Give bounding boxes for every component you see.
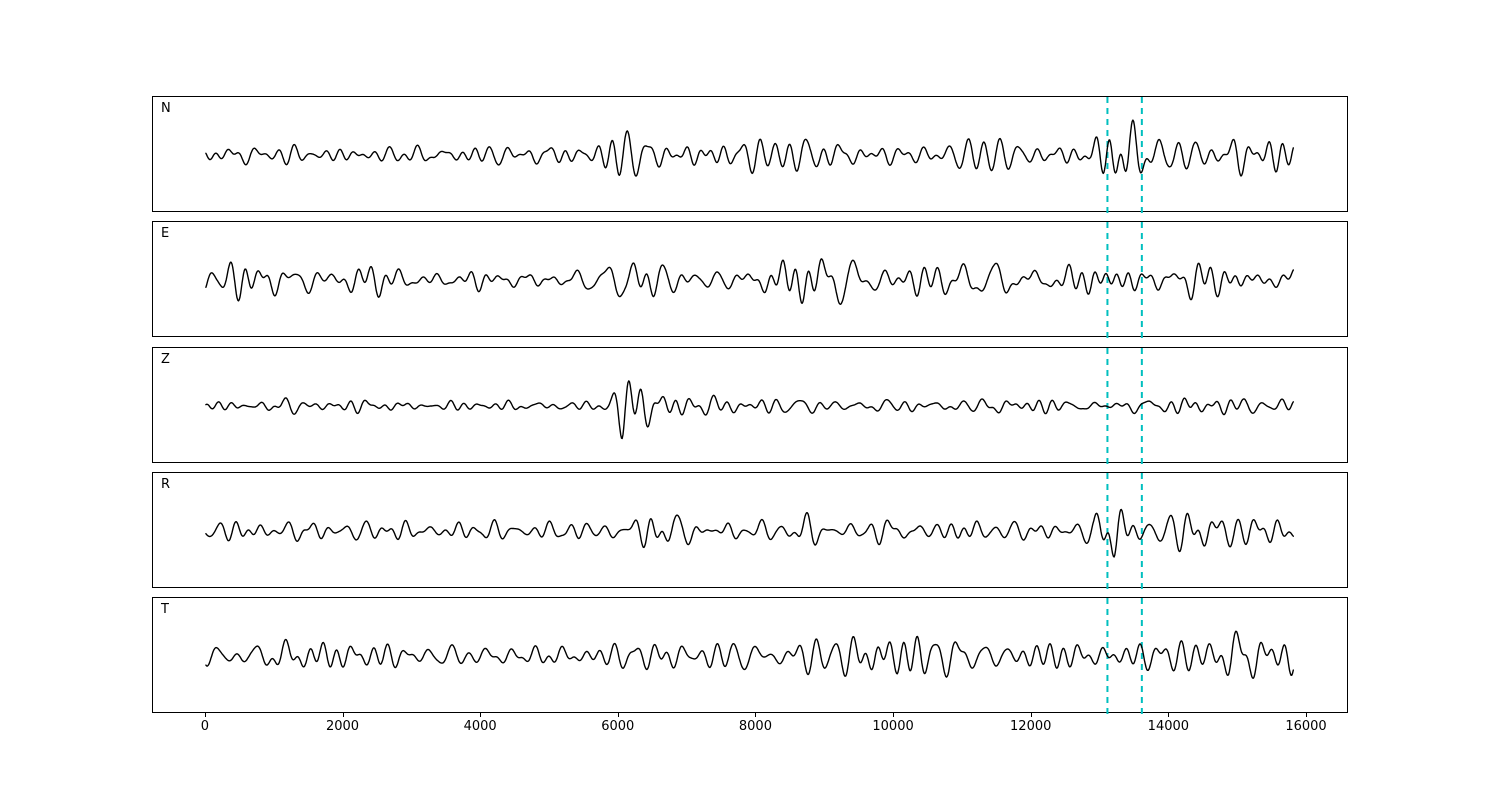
waveform-plot-T [205,598,1295,714]
x-tick-label: 6000 [601,719,635,734]
panel-label-R: R [161,477,171,492]
panel-label-E: E [161,226,170,241]
x-tick-mark [617,713,619,717]
panel-N: N [152,96,1348,213]
x-tick-mark [480,713,482,717]
x-tick-mark [342,713,344,717]
panel-label-N: N [161,101,171,116]
waveform-trace-E [205,258,1295,306]
x-tick-mark [1168,713,1170,717]
x-tick-label: 14000 [1147,719,1190,734]
waveform-trace-Z [205,380,1295,440]
x-tick-label: 8000 [738,719,772,734]
panel-R: R [152,472,1348,589]
waveform-plot-Z [205,348,1295,464]
x-tick-label: 2000 [325,719,360,734]
panel-label-Z: Z [161,352,170,367]
x-tick-label: 4000 [463,719,497,734]
x-tick-mark [893,713,895,717]
x-tick-label: 12000 [1010,719,1052,734]
x-tick-label: 0 [200,719,209,734]
x-tick-mark [755,713,757,717]
waveform-plot-R [205,473,1295,589]
panel-E: E [152,221,1348,338]
panel-T: T [152,597,1348,714]
x-tick-mark [204,713,206,717]
x-tick-mark [1030,713,1032,717]
panel-Z: Z [152,347,1348,464]
x-tick-label: 16000 [1285,719,1327,734]
waveform-trace-T [205,630,1295,679]
panel-label-T: T [161,602,169,617]
x-tick-mark [1306,713,1308,717]
waveform-trace-N [205,119,1295,177]
x-tick-label: 10000 [872,719,914,734]
waveform-trace-R [205,508,1295,558]
waveform-plot-N [205,97,1295,213]
waveform-plot-E [205,222,1295,338]
